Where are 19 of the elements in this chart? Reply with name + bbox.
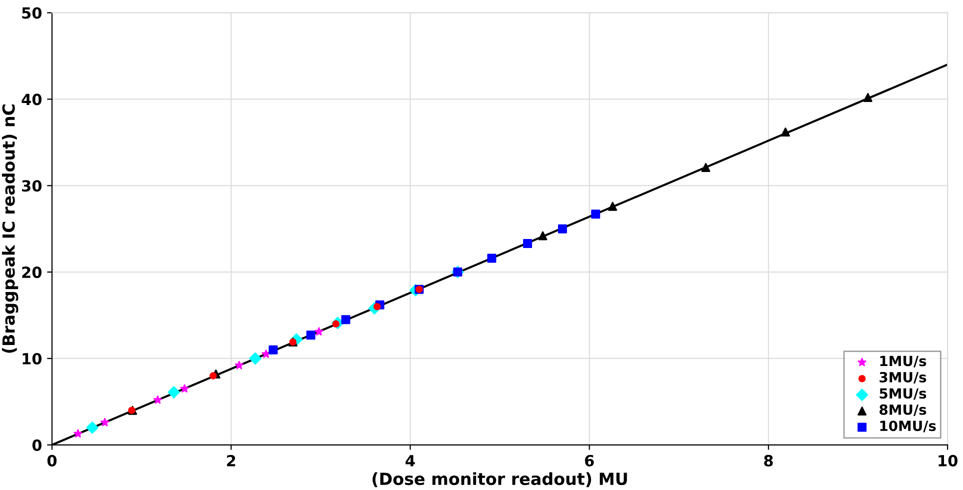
x-tick-label: 6: [584, 454, 594, 466]
legend-label: 1MU/s: [880, 356, 926, 368]
x-tick-label: 4: [406, 455, 415, 466]
y-tick-label: 30: [22, 180, 42, 192]
legend-label: 3MU/s: [880, 372, 926, 384]
y-tick-label: 50: [22, 7, 42, 19]
legend-label: 10MU/s: [880, 420, 936, 432]
legend-label: 8MU/s: [880, 404, 926, 416]
y-tick-label: 40: [22, 94, 42, 106]
x-axis-title: (Dose monitor readout) MU: [372, 472, 627, 488]
y-axis-title: (Braggpeak IC readout) nC: [2, 104, 18, 353]
y-tick-label: 10: [22, 352, 42, 365]
x-tick-label: 0: [47, 454, 57, 466]
x-tick-label: 10: [938, 454, 958, 466]
legend-label: 5MU/s: [880, 388, 926, 400]
x-tick-label: 2: [227, 454, 236, 466]
y-tick-label: 20: [22, 266, 42, 278]
y-tick-label: 0: [32, 439, 42, 451]
x-tick-label: 8: [764, 454, 773, 466]
